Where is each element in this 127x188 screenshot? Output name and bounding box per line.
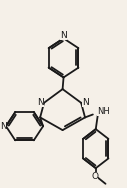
Text: N: N	[82, 98, 88, 107]
Text: N: N	[37, 98, 44, 107]
Text: O: O	[91, 172, 98, 181]
Text: N: N	[60, 31, 67, 40]
Text: NH: NH	[97, 107, 109, 116]
Text: N: N	[0, 122, 6, 131]
